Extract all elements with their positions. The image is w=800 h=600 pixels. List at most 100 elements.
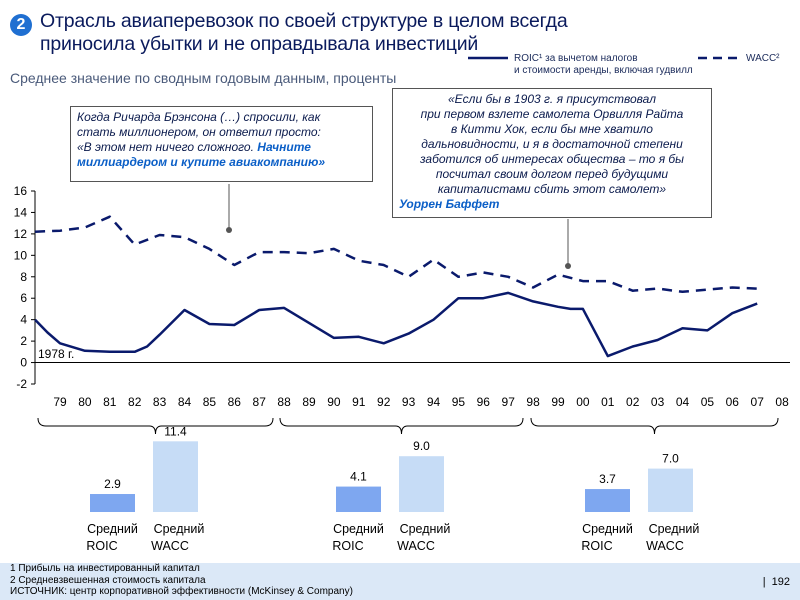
x-tick-label: 95 [452, 395, 466, 409]
y-tick-label: 14 [14, 205, 28, 219]
period-bracket-3 [530, 417, 779, 435]
avg-wacc-bar-2 [399, 456, 444, 512]
avg-wacc-bar-1 [153, 441, 198, 512]
buffett-line-6: посчитал своим долгом перед будущими [435, 167, 669, 181]
title-line-1: Отрасль авиаперевозок по своей структуре… [40, 10, 568, 32]
x-tick-label: 94 [427, 395, 441, 409]
buffett-line-3: в Китти Хок, если бы мне хватило [451, 122, 653, 136]
x-tick-label: 85 [203, 395, 217, 409]
legend-roic-line2: и стоимости аренды, включая гудвилл [514, 65, 693, 76]
title-line-2: приносила убытки и не оправдывала инвест… [40, 33, 479, 55]
avg-roic-label: Средний [582, 522, 633, 536]
y-tick-label: 6 [20, 291, 27, 305]
y-tick-label: 4 [20, 313, 27, 327]
x-tick-label: 03 [651, 395, 665, 409]
buffett-line-5: заботился об интересах общества – то я б… [419, 152, 685, 166]
x-tick-label: 87 [253, 395, 267, 409]
period-bracket-1 [37, 417, 274, 435]
avg-roic-bar-2 [336, 486, 381, 512]
x-tick-label: 92 [377, 395, 391, 409]
x-tick-label: 88 [277, 395, 291, 409]
avg-wacc-label: WACC [646, 539, 684, 553]
branson-quote-box: Когда Ричарда Брэнсона (…) спросили, как… [70, 106, 373, 182]
x-tick-label: 08 [775, 395, 789, 409]
branson-line-4-bold: миллиардером и купите авиакомпанию» [77, 155, 326, 169]
wacc-series-line [35, 215, 758, 294]
buffett-callout-dot [565, 263, 571, 269]
section-number-badge: 2 [10, 14, 32, 36]
buffett-author: Уоррен Баффет [399, 197, 500, 211]
avg-roic-value-3: 3.7 [599, 472, 616, 486]
legend-roic-line1: ROIC¹ за вычетом налогов [514, 53, 638, 64]
avg-roic-value-2: 4.1 [350, 470, 367, 484]
avg-roic-bar-1 [90, 494, 135, 512]
buffett-line-7: капиталистами сбить этот самолет» [437, 182, 667, 196]
branson-line-3-text: «В этом нет ничего сложного. [77, 140, 258, 154]
branson-line-3: «В этом нет ничего сложного. Начните [77, 140, 366, 155]
page-title: Отрасль авиаперевозок по своей структуре… [40, 10, 700, 56]
buffett-line-1: «Если бы в 1903 г. я присутствовал [448, 92, 656, 106]
avg-wacc-label: WACC [397, 539, 435, 553]
x-tick-label: 97 [502, 395, 516, 409]
avg-roic-bar-3 [585, 489, 630, 512]
avg-roic-value-1: 2.9 [104, 477, 121, 491]
x-tick-label: 84 [178, 395, 192, 409]
branson-line-2: стать миллионером, он ответил просто: [77, 125, 321, 139]
avg-wacc-label: WACC [151, 539, 189, 553]
source-note: ИСТОЧНИК: центр корпоративной эффективно… [10, 586, 353, 597]
x-tick-label: 02 [626, 395, 640, 409]
buffett-line-2: при первом взлете самолета Орвилля Райта [420, 107, 684, 121]
branson-line-3-bold: Начните [257, 140, 311, 154]
y-tick-label: 16 [14, 184, 28, 198]
branson-line-4: миллиардером и купите авиакомпанию» [77, 155, 366, 170]
x-tick-label: 96 [477, 395, 491, 409]
y-tick-label: 10 [14, 248, 28, 262]
page-number-value: 192 [771, 576, 790, 588]
branson-line-1: Когда Ричарда Брэнсона (…) спросили, как [77, 110, 321, 124]
x-tick-label: 82 [128, 395, 142, 409]
roic-series-line [34, 291, 758, 358]
x-tick-label: 98 [526, 395, 540, 409]
avg-roic-label: Средний [333, 522, 384, 536]
y-tick-label: 0 [20, 356, 27, 370]
footnote-2: 2 Средневзвешенная стоимость капитала [10, 574, 206, 586]
x-tick-label: 86 [228, 395, 242, 409]
x-tick-label: 79 [53, 395, 67, 409]
x-tick-label: 07 [751, 395, 765, 409]
page-number: | 192 [762, 576, 790, 588]
avg-wacc-label: Средний [154, 522, 205, 536]
avg-wacc-label: Средний [649, 522, 700, 536]
x-tick-label: 83 [153, 395, 167, 409]
period-bracket-2 [279, 417, 524, 435]
avg-roic-label: ROIC [86, 539, 117, 553]
x-tick-label: 89 [302, 395, 316, 409]
avg-wacc-bar-3 [648, 468, 693, 512]
buffett-line-4: дальновидности, и я в достаточной степен… [421, 137, 683, 151]
legend-roic-swatch [468, 56, 508, 60]
y-tick-label: -2 [16, 377, 27, 391]
x-tick-label: 80 [78, 395, 92, 409]
x-tick-label: 81 [103, 395, 117, 409]
x-tick-label: 05 [701, 395, 715, 409]
avg-roic-label: ROIC [332, 539, 363, 553]
avg-wacc-value-2: 9.0 [413, 439, 430, 453]
y-tick-label: 8 [20, 270, 27, 284]
x-tick-label: 90 [327, 395, 341, 409]
x-tick-label: 00 [576, 395, 590, 409]
avg-wacc-label: Средний [400, 522, 451, 536]
avg-wacc-value-1: 11.4 [164, 424, 187, 438]
footer: 1 Прибыль на инвестированный капитал 2 С… [0, 563, 800, 600]
avg-roic-label: Средний [87, 522, 138, 536]
y-tick-label: 12 [14, 227, 28, 241]
x-tick-label: 91 [352, 395, 366, 409]
avg-wacc-value-3: 7.0 [662, 452, 679, 466]
buffett-quote-box: «Если бы в 1903 г. я присутствовал при п… [392, 88, 712, 218]
x-tick-label: 93 [402, 395, 416, 409]
x-tick-label: 01 [601, 395, 615, 409]
start-year-label: 1978 г. [38, 347, 74, 361]
legend-roic-label: ROIC¹ за вычетом налогов и стоимости аре… [514, 53, 693, 77]
avg-roic-label: ROIC [581, 539, 612, 553]
legend-wacc-label: WACC² [746, 53, 780, 64]
x-tick-label: 99 [551, 395, 565, 409]
